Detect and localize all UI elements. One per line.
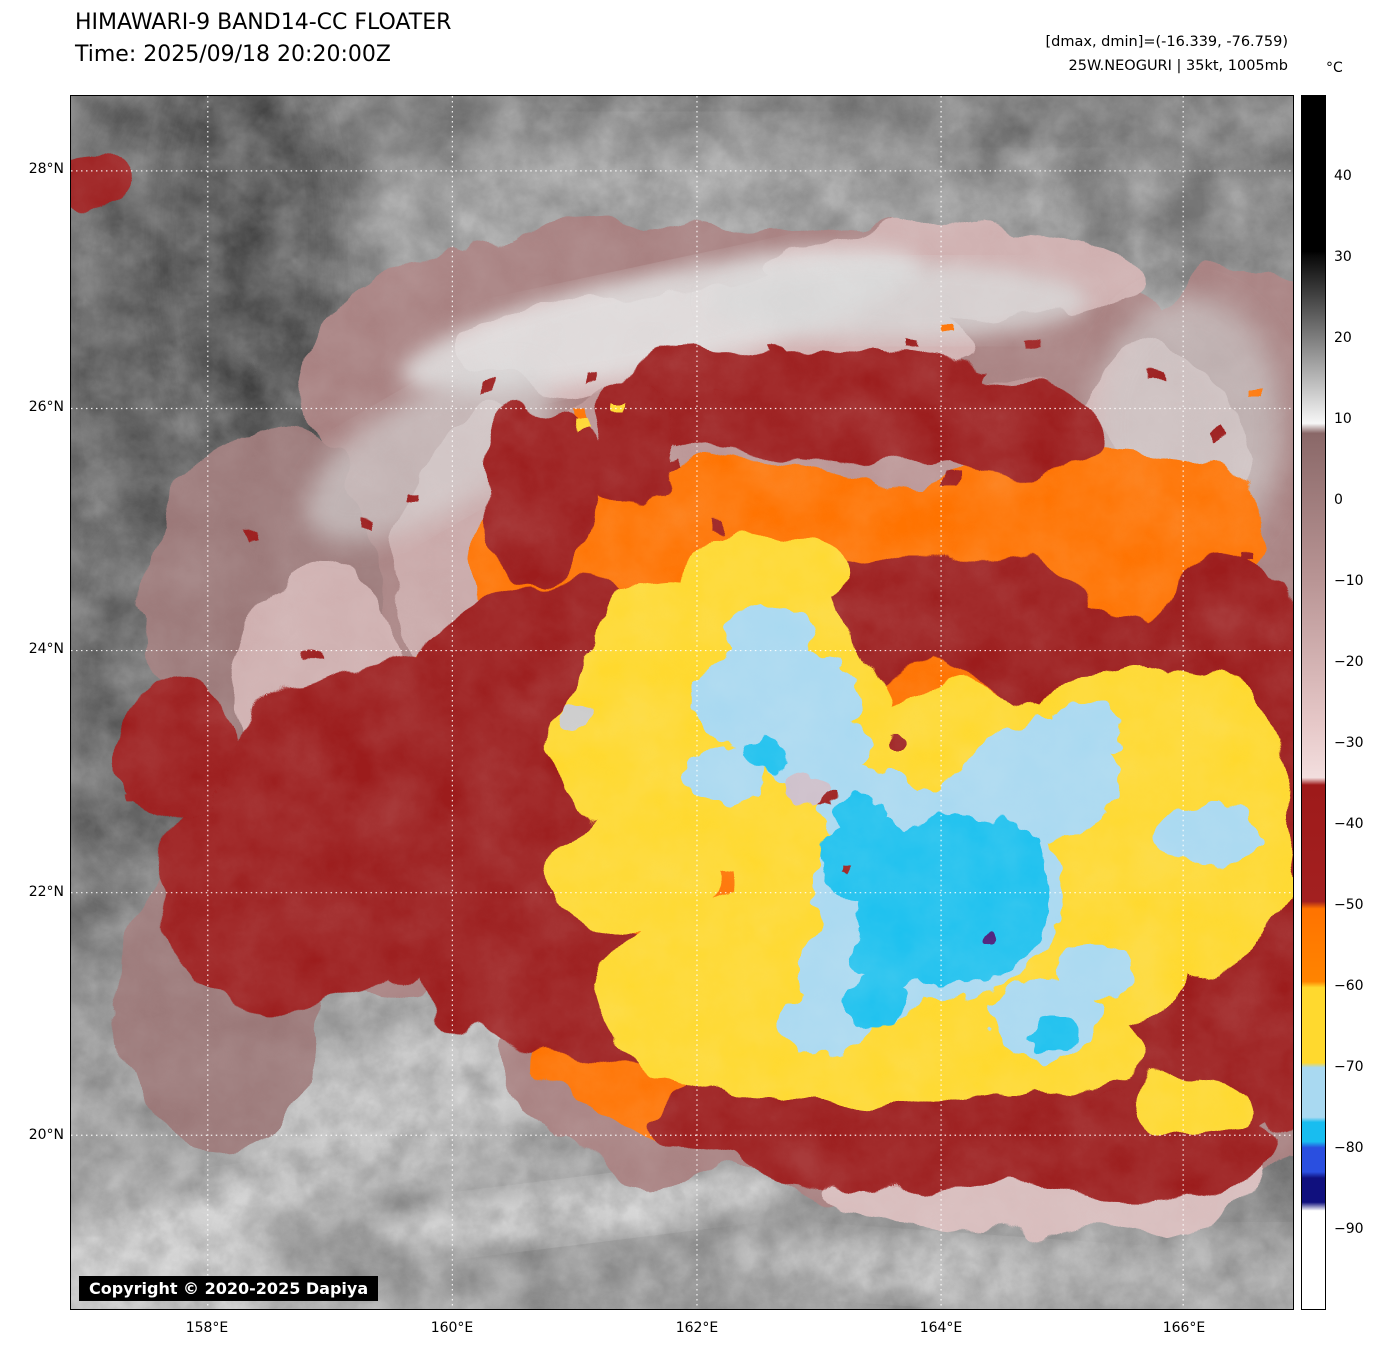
lat-label: 22°N [28,884,64,900]
lat-label: 28°N [28,161,64,177]
figure-time: Time: 2025/09/18 20:20:00Z [75,42,391,67]
colorbar-tick-label: 30 [1334,249,1352,265]
colorbar-tick-label: −70 [1334,1059,1364,1075]
lon-label: 162°E [675,1320,719,1336]
colorbar-tick-label: −60 [1334,978,1364,994]
figure-title: HIMAWARI-9 BAND14-CC FLOATER [75,10,452,35]
storm-readout: 25W.NEOGURI | 35kt, 1005mb [1068,58,1288,74]
colorbar-tick-label: 10 [1334,411,1352,427]
lon-label: 164°E [919,1320,963,1336]
lat-label: 20°N [28,1127,64,1143]
lat-label: 26°N [28,399,64,415]
title-block: HIMAWARI-9 BAND14-CC FLOATER Time: 2025/… [75,10,451,67]
colorbar-tick-label: −10 [1334,573,1364,589]
satellite-imagery [71,96,1293,1309]
colorbar-tick-label: 20 [1334,330,1352,346]
lat-label: 24°N [28,641,64,657]
colorbar-tick-label: −80 [1334,1140,1364,1156]
graticule [71,96,1293,1309]
map-frame: Copyright © 2020-2025 Dapiya [70,95,1294,1310]
colorbar-unit: °C [1326,60,1343,76]
lon-label: 160°E [430,1320,474,1336]
colorbar-tick-label: −50 [1334,897,1364,913]
colorbar-tick-label: −20 [1334,654,1364,670]
colorbar-tick-label: 0 [1334,492,1343,508]
lon-label: 158°E [185,1320,229,1336]
info-block: [dmax, dmin]=(-16.339, -76.759) 25W.NEOG… [1046,30,1289,78]
dminmax-readout: [dmax, dmin]=(-16.339, -76.759) [1045,34,1289,50]
colorbar [1301,95,1326,1310]
colorbar-tick-label: 40 [1334,168,1352,184]
copyright-badge: Copyright © 2020-2025 Dapiya [79,1276,379,1301]
speckle-overlay [71,96,1293,1309]
colorbar-tick-label: −30 [1334,735,1364,751]
colorbar-tick-label: −90 [1334,1221,1364,1237]
colorbar-tick-label: −40 [1334,816,1364,832]
lon-label: 166°E [1162,1320,1206,1336]
